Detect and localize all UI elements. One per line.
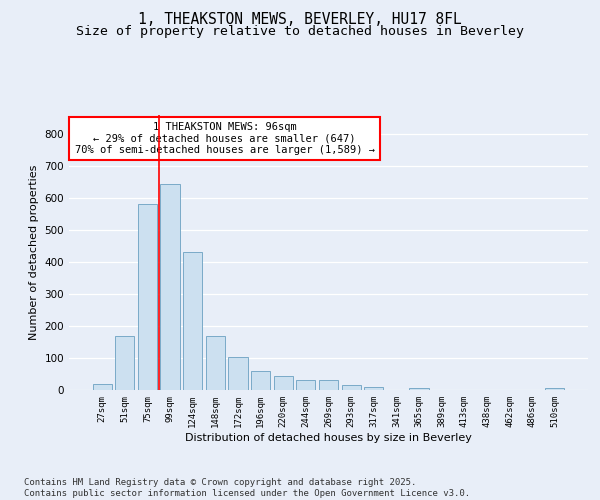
Bar [183,252,202,390]
Bar [251,372,270,390]
Bar [229,357,248,390]
Text: 1 THEAKSTON MEWS: 96sqm
← 29% of detached houses are smaller (647)
70% of semi-d: 1 THEAKSTON MEWS: 96sqm ← 29% of detache… [74,122,374,155]
Bar [545,388,565,390]
Bar [138,204,157,390]
Text: Size of property relative to detached houses in Beverley: Size of property relative to detached ho… [76,25,524,38]
Bar [409,388,428,390]
Text: Contains HM Land Registry data © Crown copyright and database right 2025.
Contai: Contains HM Land Registry data © Crown c… [24,478,470,498]
Text: 1, THEAKSTON MEWS, BEVERLEY, HU17 8FL: 1, THEAKSTON MEWS, BEVERLEY, HU17 8FL [138,12,462,28]
Bar [92,384,112,390]
Bar [296,380,316,390]
Bar [319,380,338,390]
Y-axis label: Number of detached properties: Number of detached properties [29,165,39,340]
X-axis label: Distribution of detached houses by size in Beverley: Distribution of detached houses by size … [185,432,472,442]
Bar [115,336,134,390]
Bar [364,387,383,390]
Bar [341,385,361,390]
Bar [206,336,225,390]
Bar [274,376,293,390]
Bar [160,184,180,390]
